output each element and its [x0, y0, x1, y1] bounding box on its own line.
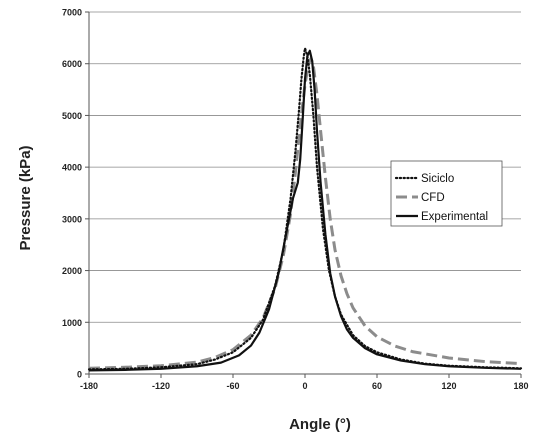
axes [85, 11, 522, 378]
x-tick-labels: -180 -120 -60 0 60 120 180 [80, 381, 529, 391]
series-lines [87, 47, 523, 372]
y-tick-label: 3000 [62, 214, 82, 224]
legend-label-cfd: CFD [421, 192, 445, 204]
x-tick-label: 120 [441, 381, 456, 391]
y-tick-label: 1000 [62, 318, 82, 328]
x-tick-label: -60 [226, 381, 239, 391]
y-tick-label: 5000 [62, 111, 82, 121]
y-tick-labels: 0 1000 2000 3000 4000 5000 6000 7000 [62, 8, 82, 380]
legend: Siciclo CFD Experimental [390, 160, 503, 227]
y-tick-label: 2000 [62, 266, 82, 276]
y-tick-label: 0 [77, 370, 82, 380]
series-line-siciclo [87, 47, 523, 371]
x-tick-label: 180 [513, 381, 528, 391]
x-axis-label: Angle (°) [289, 416, 351, 433]
legend-label-siciclo: Siciclo [421, 173, 454, 185]
y-tick-label: 6000 [62, 59, 82, 69]
y-tick-label: 7000 [62, 8, 82, 18]
legend-label-experimental: Experimental [421, 211, 488, 223]
x-tick-label: -180 [80, 381, 98, 391]
y-axis-label: Pressure (kPa) [17, 145, 34, 250]
x-tick-label: -120 [152, 381, 170, 391]
gridlines [89, 11, 521, 323]
series-line-cfd [88, 57, 522, 370]
y-tick-label: 4000 [62, 163, 82, 173]
x-tick-label: 0 [302, 381, 307, 391]
series-line-experimental [88, 49, 522, 372]
x-tick-label: 60 [372, 381, 382, 391]
